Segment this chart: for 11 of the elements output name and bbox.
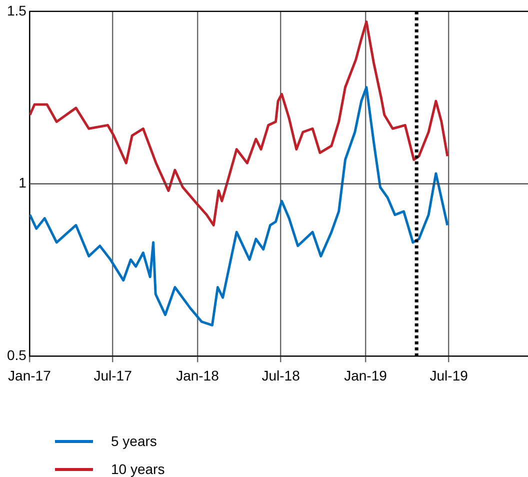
x-tick-label: Jan-17 xyxy=(8,367,52,384)
x-tick-label: Jan-19 xyxy=(344,367,388,384)
legend-label: 5 years xyxy=(111,433,157,449)
x-tick-label: Jul-19 xyxy=(430,367,468,384)
y-tick-label: 0.5 xyxy=(6,347,27,364)
x-tick-label: Jul-18 xyxy=(262,367,300,384)
legend-label: 10 years xyxy=(111,461,165,477)
x-tick-label: Jan-18 xyxy=(176,367,220,384)
x-tick-label: Jul-17 xyxy=(94,367,132,384)
y-tick-label: 1.5 xyxy=(6,2,27,18)
y-tick-label: 1 xyxy=(18,174,27,191)
